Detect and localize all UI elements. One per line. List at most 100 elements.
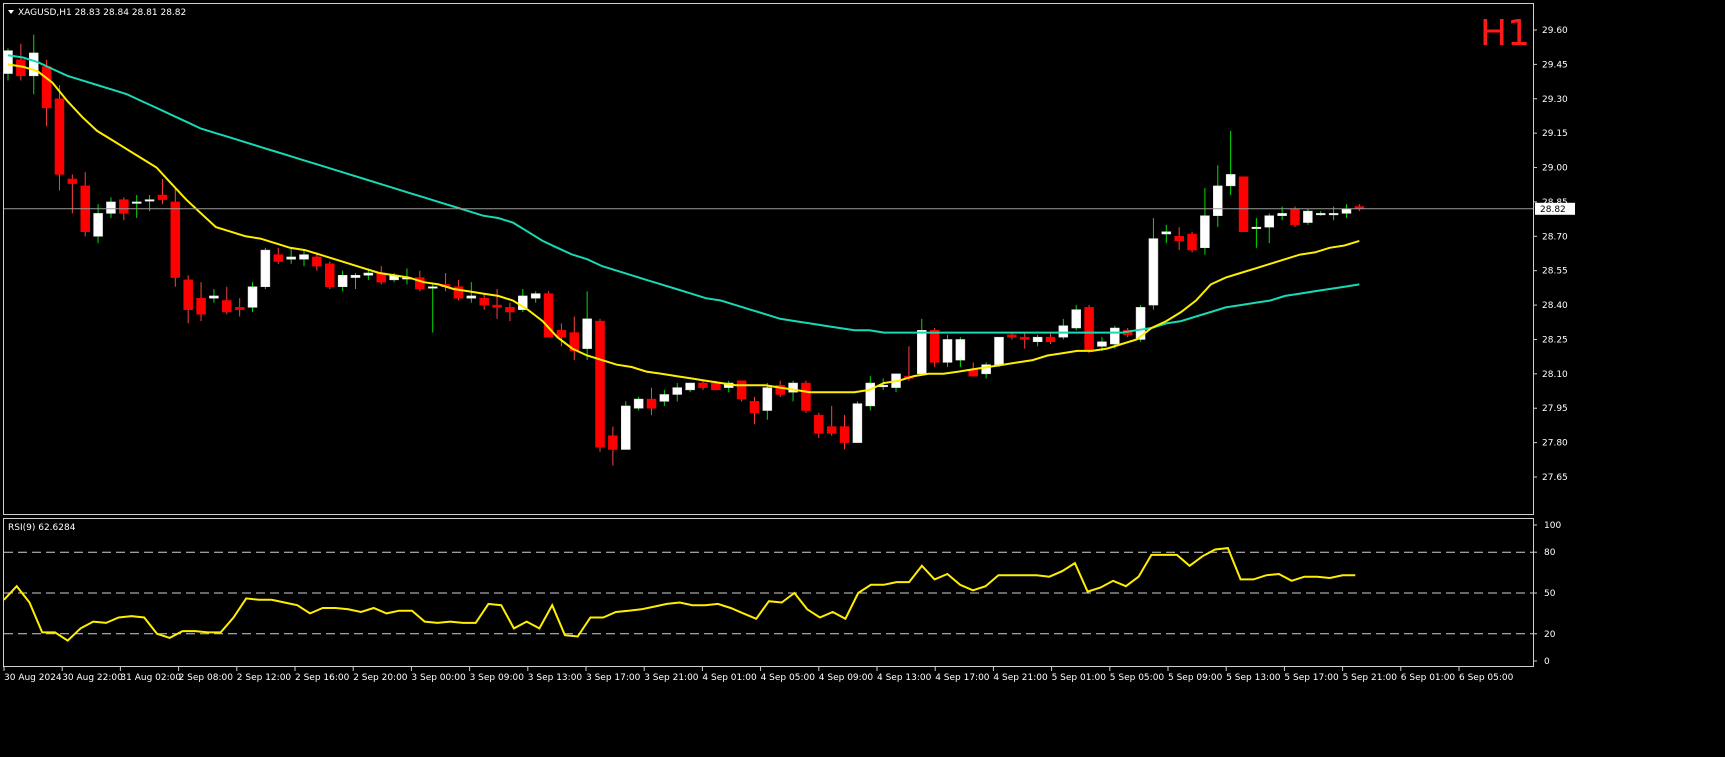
rsi-tick-label: 100 xyxy=(1544,521,1561,531)
candle xyxy=(1238,176,1249,232)
bull-candle-body xyxy=(363,272,374,276)
bull-candle-body xyxy=(427,286,438,289)
candle xyxy=(981,362,991,379)
time-tick-label: 3 Sep 00:00 xyxy=(411,673,466,683)
candle xyxy=(312,252,322,271)
bull-candle-body xyxy=(788,382,798,393)
time-tick-label: 4 Sep 09:00 xyxy=(819,673,874,683)
bull-candle-body xyxy=(1161,231,1172,235)
price-tick-label: 28.10 xyxy=(1542,370,1568,380)
candle xyxy=(1045,332,1056,345)
candle xyxy=(93,204,103,244)
candle xyxy=(247,282,258,312)
candle xyxy=(633,396,644,411)
candlestick-series xyxy=(3,34,1365,466)
candle xyxy=(196,282,206,322)
bull-candle-body xyxy=(582,318,592,349)
candle xyxy=(749,396,760,425)
bull-candle-body xyxy=(1277,213,1287,216)
bull-candle-body xyxy=(131,201,142,204)
bear-candle-body xyxy=(492,304,502,308)
candle xyxy=(942,334,953,367)
candle xyxy=(350,272,361,290)
bear-candle-body xyxy=(479,297,489,306)
price-tick-label: 29.15 xyxy=(1542,129,1568,139)
bear-candle-body xyxy=(170,201,181,278)
bear-candle-body xyxy=(234,307,245,310)
candle xyxy=(286,247,296,264)
bear-candle-body xyxy=(826,426,837,434)
time-tick-label: 2 Sep 08:00 xyxy=(179,673,234,683)
candle xyxy=(209,289,219,303)
rsi-tick-label: 80 xyxy=(1544,548,1556,558)
candle xyxy=(273,247,284,264)
time-tick-label: 6 Sep 05:00 xyxy=(1459,673,1514,683)
time-tick-label: 3 Sep 17:00 xyxy=(586,673,641,683)
candle xyxy=(1187,231,1197,253)
symbol-dropdown-icon[interactable] xyxy=(8,10,14,14)
bull-candle-body xyxy=(209,295,219,299)
candle xyxy=(608,426,618,466)
bear-candle-body xyxy=(196,297,206,315)
candle xyxy=(505,302,515,322)
candle xyxy=(106,197,116,218)
candle xyxy=(955,337,966,367)
candle xyxy=(826,405,837,436)
candle xyxy=(775,380,785,397)
bear-candle-body xyxy=(119,199,129,214)
bear-candle-body xyxy=(801,382,811,411)
time-tick-label: 2 Sep 20:00 xyxy=(353,673,408,683)
bull-candle-body xyxy=(1200,215,1210,249)
bull-candle-body xyxy=(530,293,541,299)
moving-average-fast-line xyxy=(7,63,1360,394)
time-tick-label: 4 Sep 05:00 xyxy=(761,673,816,683)
candle xyxy=(1110,325,1120,349)
time-tick-label: 30 Aug 22:00 xyxy=(62,673,123,683)
bear-candle-body xyxy=(1045,336,1056,343)
time-tick-label: 5 Sep 17:00 xyxy=(1284,673,1339,683)
bull-candle-body xyxy=(685,382,695,391)
candle xyxy=(1032,334,1043,347)
bull-candle-body xyxy=(106,201,116,214)
bear-candle-body xyxy=(1019,336,1030,340)
rsi-tick-label: 50 xyxy=(1544,589,1556,599)
candle xyxy=(595,318,605,452)
time-tick-label: 31 Aug 02:00 xyxy=(120,673,181,683)
bull-candle-body xyxy=(93,213,103,237)
candle xyxy=(492,289,502,319)
bull-candle-body xyxy=(286,256,296,260)
candle xyxy=(621,401,631,450)
bull-candle-body xyxy=(659,394,670,402)
candle xyxy=(685,382,695,393)
bull-candle-body xyxy=(865,382,876,407)
bull-candle-body xyxy=(337,275,348,287)
candle xyxy=(1264,213,1275,244)
rsi-tick-label: 0 xyxy=(1544,657,1550,667)
bull-candle-body xyxy=(260,249,271,287)
time-tick-label: 2 Sep 12:00 xyxy=(237,673,292,683)
bear-candle-body xyxy=(556,330,567,338)
bull-candle-body xyxy=(955,339,966,361)
bull-candle-body xyxy=(852,403,863,443)
time-tick-label: 2 Sep 16:00 xyxy=(295,673,350,683)
candle xyxy=(672,383,682,402)
time-tick-label: 6 Sep 01:00 xyxy=(1401,673,1456,683)
candle xyxy=(736,380,747,402)
bear-candle-body xyxy=(41,66,52,109)
bear-candle-body xyxy=(543,293,554,338)
bear-candle-body xyxy=(608,435,618,450)
candle xyxy=(1225,130,1236,196)
time-tick-label: 3 Sep 09:00 xyxy=(470,673,525,683)
bull-candle-body xyxy=(466,295,477,299)
bull-candle-body xyxy=(1058,325,1069,338)
candle xyxy=(556,323,567,347)
candle xyxy=(260,247,271,290)
candle xyxy=(28,34,39,95)
rsi-tick-label: 20 xyxy=(1544,630,1556,640)
current-price-value: 28.82 xyxy=(1540,205,1566,215)
candle xyxy=(183,275,193,324)
bear-candle-body xyxy=(1084,307,1094,352)
candle xyxy=(427,284,438,333)
bear-candle-body xyxy=(569,332,580,352)
